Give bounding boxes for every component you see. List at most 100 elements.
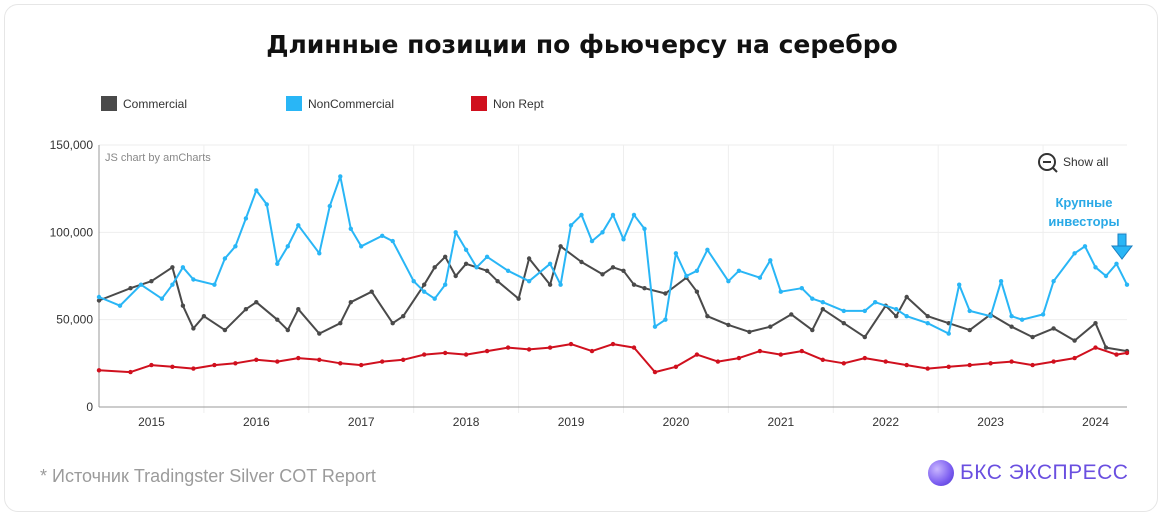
data-point-noncommercial[interactable] [684,273,689,279]
data-point-noncommercial[interactable] [768,258,773,263]
data-point-non-rept[interactable] [820,357,825,362]
data-point-commercial[interactable] [317,331,322,336]
data-point-noncommercial[interactable] [159,296,165,301]
data-point-noncommercial[interactable] [243,216,249,221]
data-point-commercial[interactable] [967,327,972,333]
data-point-noncommercial[interactable] [222,256,228,261]
data-point-non-rept[interactable] [862,355,867,361]
data-point-noncommercial[interactable] [925,321,930,326]
data-point-commercial[interactable] [243,307,249,312]
data-point-non-rept[interactable] [149,362,154,368]
data-point-non-rept[interactable] [233,361,238,366]
data-point-non-rept[interactable] [988,361,993,366]
data-point-non-rept[interactable] [610,341,616,347]
data-point-commercial[interactable] [432,265,437,270]
legend-item-commercial[interactable]: Commercial [101,96,187,111]
data-point-non-rept[interactable] [191,366,196,371]
data-point-commercial[interactable] [810,327,815,333]
data-point-noncommercial[interactable] [967,308,972,314]
data-point-noncommercial[interactable] [411,279,416,284]
data-point-noncommercial[interactable] [631,212,637,218]
data-point-commercial[interactable] [663,291,668,296]
data-point-commercial[interactable] [610,265,616,270]
data-point-non-rept[interactable] [967,362,972,368]
data-point-noncommercial[interactable] [600,230,605,235]
data-point-non-rept[interactable] [254,357,259,362]
data-point-non-rept[interactable] [170,364,175,369]
data-point-non-rept[interactable] [652,369,658,375]
data-point-noncommercial[interactable] [862,308,867,314]
data-point-noncommercial[interactable] [380,233,385,238]
data-point-non-rept[interactable] [128,369,133,375]
data-point-commercial[interactable] [747,329,752,335]
data-point-non-rept[interactable] [1114,352,1119,357]
data-point-commercial[interactable] [547,282,553,287]
data-point-non-rept[interactable] [631,345,637,350]
data-point-non-rept[interactable] [1124,350,1130,356]
data-point-commercial[interactable] [401,314,406,319]
data-point-non-rept[interactable] [422,352,427,357]
data-point-noncommercial[interactable] [799,286,804,291]
data-point-non-rept[interactable] [1093,345,1098,350]
data-point-noncommercial[interactable] [212,282,217,287]
data-point-commercial[interactable] [96,298,102,303]
data-point-commercial[interactable] [1093,321,1098,326]
data-point-non-rept[interactable] [841,361,846,366]
data-point-noncommercial[interactable] [873,300,878,305]
data-point-noncommercial[interactable] [505,268,511,273]
data-point-noncommercial[interactable] [138,282,144,287]
data-point-commercial[interactable] [422,282,427,287]
data-point-noncommercial[interactable] [191,277,196,282]
data-point-commercial[interactable] [862,334,867,340]
data-point-noncommercial[interactable] [568,223,574,228]
data-point-commercial[interactable] [904,294,909,300]
data-point-noncommercial[interactable] [453,230,458,235]
data-point-noncommercial[interactable] [474,265,479,270]
data-point-noncommercial[interactable] [338,174,343,179]
data-point-noncommercial[interactable] [359,244,364,249]
data-point-non-rept[interactable] [946,364,951,369]
data-point-commercial[interactable] [600,272,605,277]
data-point-noncommercial[interactable] [957,282,962,287]
data-point-noncommercial[interactable] [589,238,595,244]
data-point-noncommercial[interactable] [694,268,700,273]
legend-item-noncommercial[interactable]: NonCommercial [286,96,394,111]
data-point-noncommercial[interactable] [894,307,899,312]
data-point-non-rept[interactable] [673,364,679,369]
data-point-commercial[interactable] [789,312,794,317]
data-point-commercial[interactable] [1051,326,1056,331]
data-point-non-rept[interactable] [568,341,574,347]
data-point-commercial[interactable] [516,296,521,301]
data-point-non-rept[interactable] [925,366,930,371]
data-point-non-rept[interactable] [757,348,763,354]
data-point-commercial[interactable] [222,327,228,333]
data-point-noncommercial[interactable] [1040,312,1046,317]
data-point-noncommercial[interactable] [170,282,175,287]
data-point-noncommercial[interactable] [841,308,846,314]
show-all-button[interactable]: Show all [1038,153,1108,173]
data-point-commercial[interactable] [1072,338,1077,343]
data-point-noncommercial[interactable] [1124,282,1130,287]
data-point-non-rept[interactable] [736,355,742,361]
data-point-noncommercial[interactable] [652,324,658,329]
series-line-commercial[interactable] [98,245,1128,353]
data-point-commercial[interactable] [894,314,899,319]
data-point-non-rept[interactable] [904,362,909,368]
data-point-non-rept[interactable] [799,348,804,354]
data-point-non-rept[interactable] [96,368,102,373]
data-point-noncommercial[interactable] [1051,279,1056,284]
data-point-commercial[interactable] [642,286,647,291]
data-point-noncommercial[interactable] [463,247,469,252]
data-point-non-rept[interactable] [317,357,322,362]
data-point-noncommercial[interactable] [558,282,563,287]
data-point-commercial[interactable] [390,321,395,326]
data-point-noncommercial[interactable] [642,226,647,231]
data-point-commercial[interactable] [558,244,563,249]
data-point-noncommercial[interactable] [621,237,626,242]
data-point-non-rept[interactable] [359,362,364,368]
data-point-noncommercial[interactable] [296,223,301,228]
data-point-commercial[interactable] [1009,324,1014,329]
data-point-noncommercial[interactable] [1009,314,1014,319]
data-point-commercial[interactable] [820,307,825,312]
data-point-commercial[interactable] [495,279,500,284]
